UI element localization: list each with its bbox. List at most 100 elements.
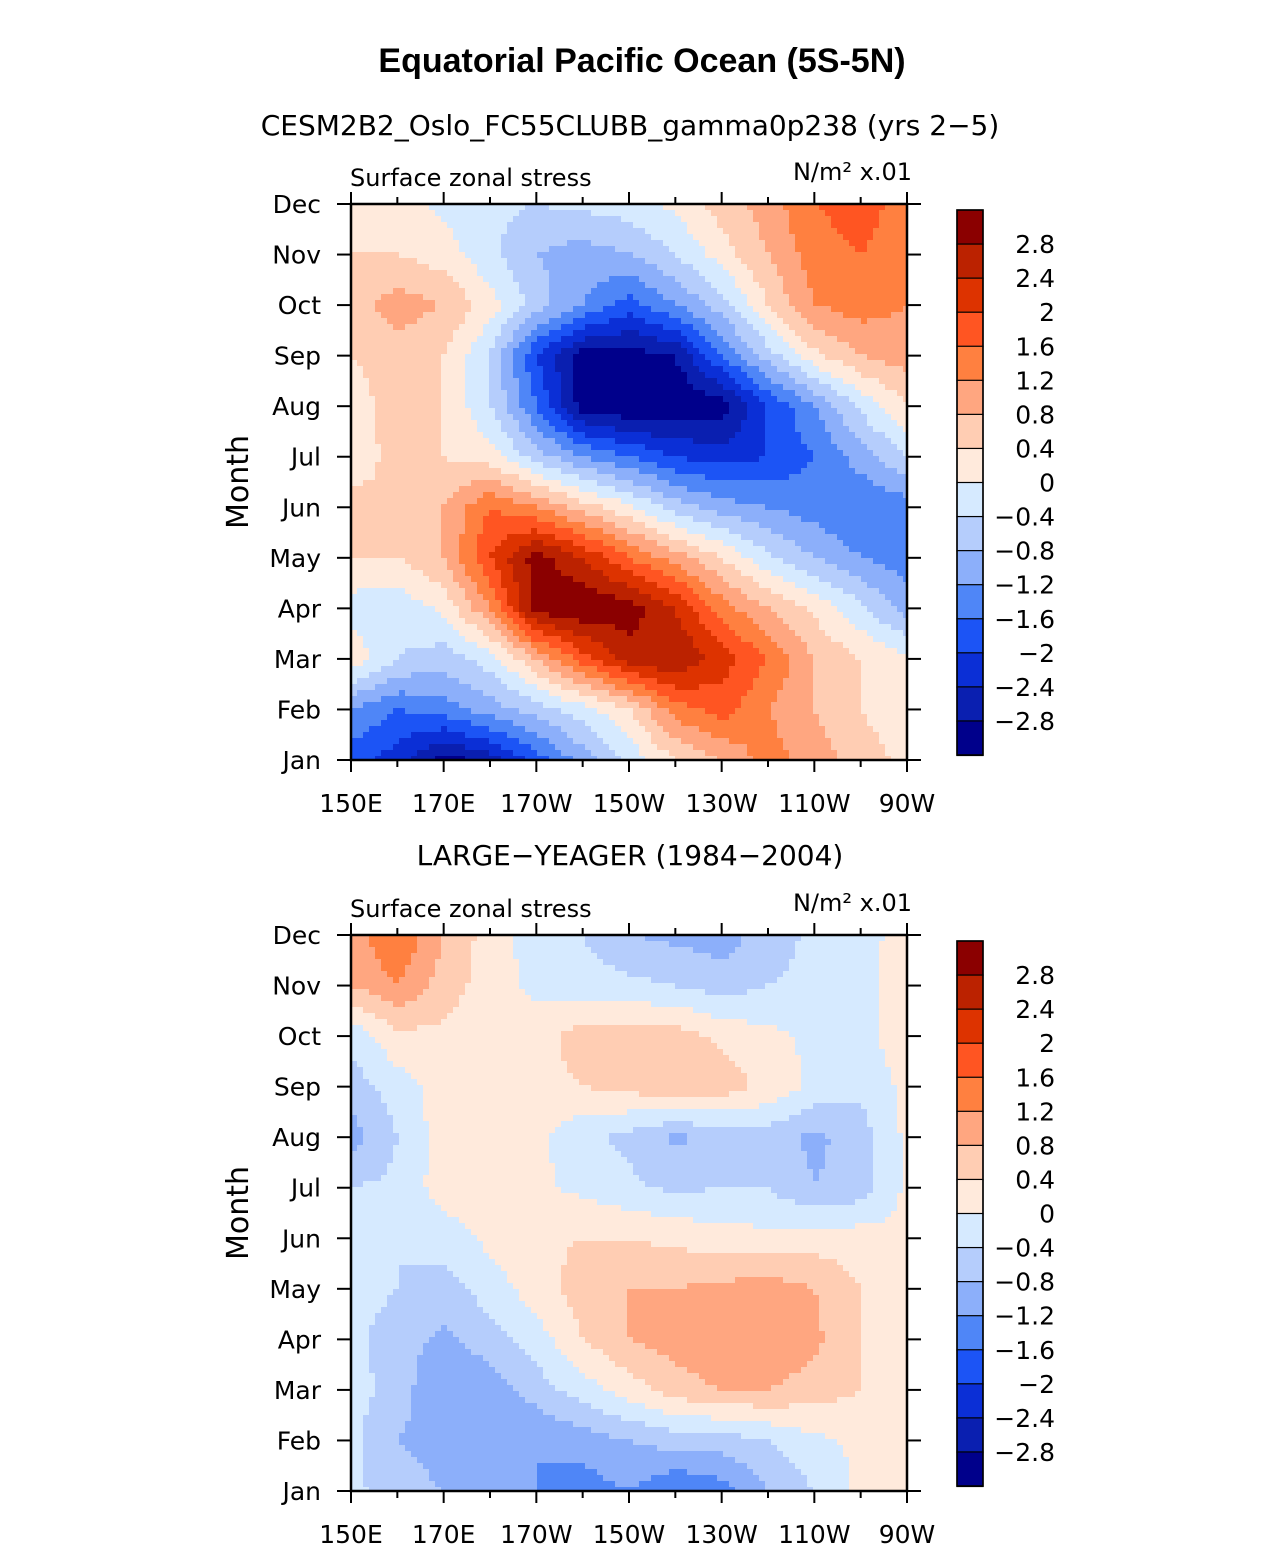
contour-cell — [843, 324, 850, 331]
contour-cell — [681, 378, 688, 385]
contour-cell — [855, 228, 862, 235]
contour-cell — [825, 288, 832, 295]
contour-cell — [489, 264, 496, 271]
contour-cell — [855, 414, 862, 421]
contour-cell — [525, 474, 532, 481]
contour-cell — [597, 312, 604, 319]
contour-cell — [843, 330, 850, 337]
contour-cell — [711, 312, 718, 319]
contour-cell — [711, 414, 718, 421]
contour-cell — [507, 468, 514, 475]
contour-cell — [567, 510, 574, 517]
contour-cell — [801, 318, 808, 325]
contour-cell — [705, 504, 712, 511]
contour-cell — [381, 390, 388, 397]
contour-cell — [675, 372, 682, 379]
contour-cell — [717, 252, 724, 259]
contour-cell — [675, 288, 682, 295]
contour-cell — [675, 408, 682, 415]
contour-cell — [507, 486, 514, 493]
contour-cell — [729, 438, 736, 445]
contour-cell — [399, 336, 406, 343]
contour-cell — [519, 288, 526, 295]
contour-cell — [693, 432, 700, 439]
contour-cell — [411, 420, 418, 427]
contour-cell — [885, 240, 892, 247]
contour-cell — [711, 378, 718, 385]
contour-cell — [615, 222, 622, 229]
contour-cell — [393, 432, 400, 439]
contour-cell — [531, 216, 538, 223]
contour-cell — [567, 222, 574, 229]
contour-cell — [585, 264, 592, 271]
contour-cell — [459, 270, 466, 277]
contour-cell — [627, 216, 634, 223]
contour-cell — [831, 216, 838, 223]
contour-cell — [657, 282, 664, 289]
contour-cell — [855, 252, 862, 259]
contour-cell — [795, 246, 802, 253]
contour-cell — [795, 402, 802, 409]
contour-cell — [831, 276, 838, 283]
contour-cell — [891, 258, 898, 265]
contour-cell — [699, 456, 706, 463]
contour-cell — [375, 486, 382, 493]
contour-cell — [441, 294, 448, 301]
contour-cell — [747, 306, 754, 313]
contour-cell — [705, 384, 712, 391]
contour-cell — [483, 210, 490, 217]
contour-cell — [819, 474, 826, 481]
contour-cell — [507, 450, 514, 457]
contour-cell — [381, 330, 388, 337]
contour-cell — [633, 294, 640, 301]
contour-cell — [399, 324, 406, 331]
contour-cell — [357, 312, 364, 319]
contour-cell — [483, 438, 490, 445]
contour-cell — [405, 336, 412, 343]
contour-cell — [771, 252, 778, 259]
contour-cell — [873, 426, 880, 433]
contour-cell — [861, 330, 868, 337]
contour-cell — [645, 330, 652, 337]
contour-cell — [663, 288, 670, 295]
contour-cell — [627, 396, 634, 403]
contour-cell — [531, 390, 538, 397]
contour-cell — [789, 270, 796, 277]
contour-cell — [525, 468, 532, 475]
contour-cell — [687, 456, 694, 463]
contour-cell — [489, 456, 496, 463]
contour-cell — [723, 456, 730, 463]
contour-cell — [573, 294, 580, 301]
contour-cell — [447, 498, 454, 505]
contour-cell — [699, 420, 706, 427]
contour-cell — [885, 510, 892, 517]
contour-cell — [375, 318, 382, 325]
contour-cell — [717, 240, 724, 247]
contour-cell — [849, 486, 856, 493]
contour-cell — [357, 420, 364, 427]
contour-cell — [555, 444, 562, 451]
contour-cell — [759, 240, 766, 247]
contour-cell — [573, 306, 580, 313]
contour-cell — [741, 288, 748, 295]
contour-cell — [813, 282, 820, 289]
contour-cell — [813, 360, 820, 367]
contour-cell — [453, 390, 460, 397]
contour-cell — [501, 450, 508, 457]
contour-cell — [411, 378, 418, 385]
contour-cell — [573, 360, 580, 367]
contour-cell — [765, 336, 772, 343]
contour-cell — [513, 306, 520, 313]
contour-cell — [861, 516, 868, 523]
contour-cell — [399, 396, 406, 403]
contour-cell — [621, 216, 628, 223]
contour-cell — [567, 354, 574, 361]
contour-cell — [453, 372, 460, 379]
contour-cell — [651, 336, 658, 343]
contour-cell — [861, 306, 868, 313]
contour-cell — [519, 294, 526, 301]
contour-cell — [873, 222, 880, 229]
contour-cell — [555, 246, 562, 253]
contour-cell — [381, 486, 388, 493]
contour-cell — [765, 492, 772, 499]
